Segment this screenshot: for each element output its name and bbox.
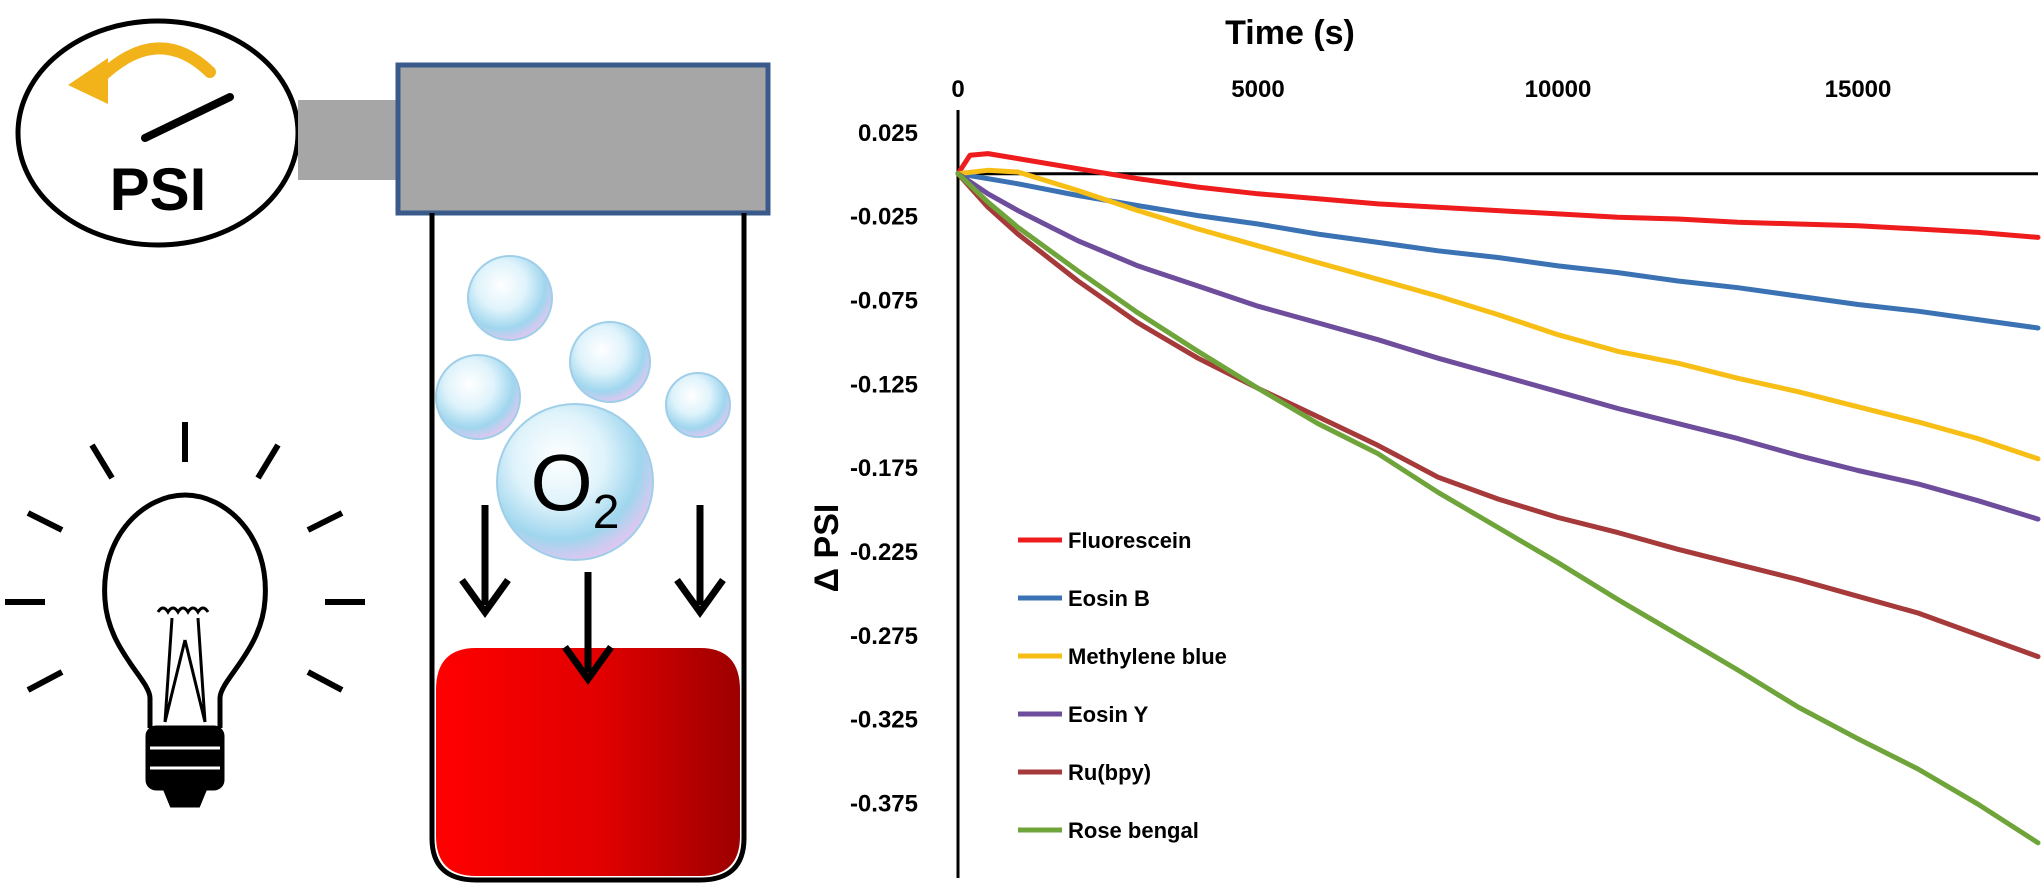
y-tick-labels: 0.025 -0.025 -0.075 -0.125 -0.175 -0.225 -0.27… <box>850 120 918 818</box>
legend-label: Fluorescein <box>1068 528 1191 553</box>
liquid <box>436 648 740 876</box>
y-tick-label: -0.125 <box>850 371 918 398</box>
legend-label: Rose bengal <box>1068 818 1199 843</box>
chart: Time (s) Δ PSI 0 5000 10000 15000 0.025 -0.0… <box>808 14 2041 878</box>
down-arrow-icon <box>674 505 726 618</box>
series-lines <box>955 151 2041 846</box>
vial-wall <box>429 213 747 883</box>
x-axis-title: Time (s) <box>1225 14 1355 52</box>
series-line-rose-bengal <box>955 171 2041 846</box>
gauge-arrow-icon <box>94 42 216 84</box>
vial <box>429 213 747 883</box>
x-tick-labels: 0 5000 10000 15000 <box>951 76 1891 103</box>
series-line-eosin-y <box>955 171 2041 522</box>
x-tick-label: 5000 <box>1231 76 1284 103</box>
y-tick-label: -0.075 <box>850 287 918 314</box>
legend-label: Methylene blue <box>1068 644 1227 669</box>
down-arrow-icon <box>459 505 511 618</box>
light-rays <box>5 422 365 693</box>
vial-cap <box>395 62 771 216</box>
y-axis-title: Δ PSI <box>808 504 846 593</box>
y-tick-label: -0.175 <box>850 455 918 482</box>
legend-label: Eosin B <box>1068 586 1150 611</box>
legend-label: Eosin Y <box>1068 702 1149 727</box>
y-tick-label: -0.275 <box>850 623 918 650</box>
series-line-ru-bpy <box>955 171 2041 660</box>
down-arrows <box>459 505 726 685</box>
x-tick-label: 10000 <box>1525 76 1592 103</box>
y-tick-label: 0.025 <box>858 120 918 147</box>
legend-label: Ru(bpy) <box>1068 760 1151 785</box>
bubble-icon <box>435 354 521 440</box>
series-line-eosin-b <box>955 171 2041 331</box>
y-tick-label: -0.225 <box>850 539 918 566</box>
y-tick-label: -0.025 <box>850 204 918 231</box>
x-tick-label: 0 <box>951 76 964 103</box>
oxygen-bubble-icon <box>496 403 654 561</box>
bubble-icon <box>569 321 651 403</box>
y-tick-label: -0.375 <box>850 791 918 818</box>
down-arrow-icon <box>562 572 614 685</box>
series-line-fluorescein <box>955 151 2041 240</box>
light-bulb-icon <box>5 422 365 808</box>
pressure-gauge: PSI <box>15 18 301 248</box>
bubbles: O2 <box>435 255 731 561</box>
gas-label: O2 <box>531 438 620 539</box>
legend: Fluorescein Eosin B Methylene blue Eosin Y R… <box>1018 528 1227 843</box>
x-tick-label: 15000 <box>1825 76 1892 103</box>
illustration: PSI O2 <box>5 18 771 883</box>
gauge-needle <box>141 93 234 142</box>
gauge-label: PSI <box>110 156 207 223</box>
pipe <box>298 100 400 180</box>
gauge-arrowhead-icon <box>68 58 108 104</box>
bubble-icon <box>665 372 731 438</box>
series-line-methylene-blue <box>955 167 2041 462</box>
bubble-icon <box>467 255 553 341</box>
y-tick-label: -0.325 <box>850 707 918 734</box>
